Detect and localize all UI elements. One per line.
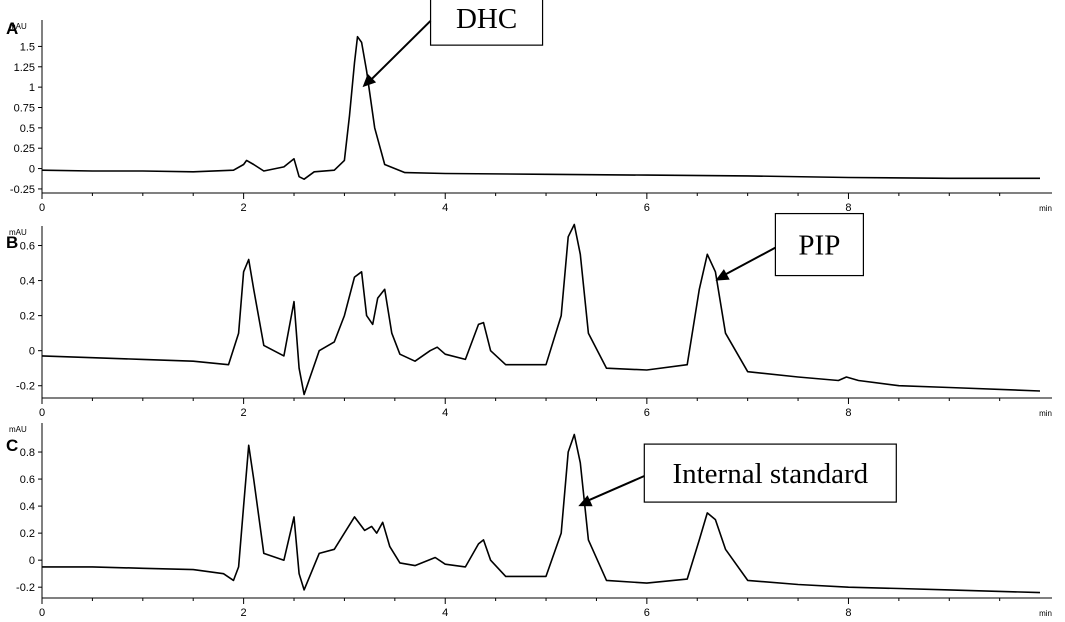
chromatogram-trace: [41, 223, 1041, 396]
x-tick-label: 2: [241, 607, 247, 619]
x-tick-label: 8: [845, 607, 851, 619]
annotation-box: [429, 0, 544, 46]
y-tick-label: 0.4: [20, 276, 35, 288]
y-axis-label: mAU: [9, 425, 27, 434]
annotation-arrow-line: [365, 20, 432, 85]
y-tick-label: 1: [29, 82, 35, 94]
y-tick-label: -0.2: [16, 582, 35, 594]
y-tick-label: 0: [29, 164, 35, 176]
y-tick-label: 0.75: [14, 103, 35, 115]
annotation-arrowhead: [578, 495, 593, 507]
y-tick-label: 0.25: [14, 143, 35, 155]
y-tick-label: 1.5: [20, 41, 35, 53]
y-axis-label: mAU: [9, 228, 27, 237]
chromatogram-trace: [42, 433, 1041, 594]
annotation-text: DHC: [456, 3, 517, 35]
y-tick-label: 0: [29, 346, 35, 358]
y-tick-label: 1.25: [14, 62, 35, 74]
x-tick-label: 2: [241, 202, 247, 214]
x-tick-label: 6: [644, 202, 650, 214]
y-tick-label: 0.8: [20, 447, 35, 459]
x-axis-label: min: [1039, 204, 1052, 213]
x-tick-label: 8: [845, 407, 851, 419]
chromatogram-trace: [41, 35, 1040, 180]
annotation-arrow-line: [718, 246, 776, 279]
annotation-arrowhead: [715, 269, 730, 281]
y-tick-label: 0.4: [20, 501, 35, 513]
panel-label: B: [6, 233, 18, 252]
panel-label: A: [6, 19, 18, 38]
x-tick-label: 0: [39, 202, 45, 214]
panel-label: C: [6, 436, 18, 455]
x-axis-label: min: [1039, 609, 1052, 618]
annotation-arrow-line: [581, 475, 645, 505]
x-tick-label: 0: [39, 607, 45, 619]
x-tick-label: 6: [644, 407, 650, 419]
x-tick-label: 4: [442, 607, 448, 619]
y-tick-label: 0: [29, 555, 35, 567]
x-tick-label: 8: [845, 202, 851, 214]
annotation-box: [774, 212, 864, 277]
x-tick-label: 0: [39, 407, 45, 419]
y-tick-label: 0.6: [20, 241, 35, 253]
y-tick-label: 0.5: [20, 123, 35, 135]
annotation-arrowhead: [362, 73, 377, 88]
y-tick-label: 0.2: [20, 311, 35, 323]
y-axis-label: mAU: [9, 22, 27, 31]
y-tick-label: -0.2: [16, 381, 35, 393]
x-tick-label: 4: [442, 202, 448, 214]
annotation-text: Internal standard: [672, 458, 868, 490]
x-axis-label: min: [1039, 409, 1052, 418]
annotation-text: PIP: [798, 230, 840, 262]
x-tick-label: 4: [442, 407, 448, 419]
y-tick-label: -0.25: [10, 184, 35, 196]
y-tick-label: 0.6: [20, 474, 35, 486]
x-tick-label: 2: [241, 407, 247, 419]
annotation-box: [643, 443, 897, 503]
x-tick-label: 6: [644, 607, 650, 619]
y-tick-label: 0.2: [20, 528, 35, 540]
